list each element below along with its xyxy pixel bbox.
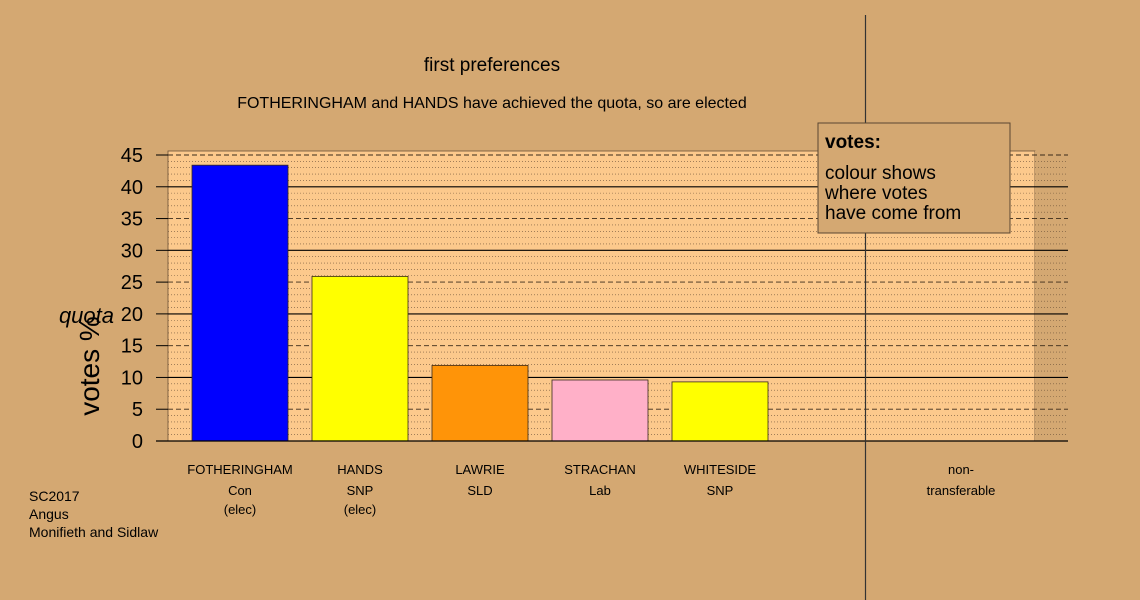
bar-hands: [311, 275, 409, 442]
footer: SC2017 Angus Monifieth and Sidlaw: [29, 487, 158, 541]
legend-title: votes:: [825, 132, 881, 153]
y-tick-label: 35: [121, 209, 143, 231]
legend: votes: colour shows where votes have com…: [817, 122, 1011, 234]
footer-ward: Monifieth and Sidlaw: [29, 524, 159, 540]
legend-box: [817, 122, 1011, 234]
y-axis-label: votes %: [74, 316, 105, 416]
bar-whiteside: [671, 381, 769, 442]
nontransferable-label-line2: transferable: [927, 483, 996, 498]
quota-label: quota: [59, 303, 114, 328]
y-tick-label: 0: [132, 431, 143, 453]
bar-strachan: [551, 379, 649, 442]
y-tick-label: 45: [121, 145, 143, 167]
candidate-party-label: Con: [228, 483, 252, 498]
candidate-party-label: Lab: [589, 483, 611, 498]
footer-council: Angus: [29, 506, 69, 522]
nontransferable-label-line1: non-: [948, 462, 974, 477]
candidate-name-label: STRACHAN: [564, 462, 636, 477]
candidate-name-label: WHITESIDE: [684, 462, 757, 477]
y-tick-label: 30: [121, 240, 143, 262]
legend-line-1: colour shows: [825, 163, 936, 184]
legend-line-3: have come from: [825, 203, 961, 224]
chart-subtitle: FOTHERINGHAM and HANDS have achieved the…: [237, 95, 747, 112]
candidate-name-label: HANDS: [337, 462, 383, 477]
candidate-status-label: (elec): [224, 502, 257, 517]
plot-area-right: [1035, 151, 1068, 441]
candidate-name-label: FOTHERINGHAM: [187, 462, 292, 477]
y-tick-label: 20: [121, 304, 143, 326]
y-tick-label: 25: [121, 272, 143, 294]
footer-election: SC2017: [29, 488, 80, 504]
candidate-party-label: SNP: [707, 483, 734, 498]
y-tick-label: 5: [132, 399, 143, 421]
candidate-party-label: SLD: [467, 483, 492, 498]
chart-title: first preferences: [424, 55, 560, 76]
candidate-party-label: SNP: [347, 483, 374, 498]
candidate-status-label: (elec): [344, 502, 377, 517]
y-tick-label: 15: [121, 336, 143, 358]
bar-lawrie: [431, 364, 529, 442]
y-tick-label: 10: [121, 367, 143, 389]
bar-fotheringham: [191, 164, 289, 442]
y-tick-label: 40: [121, 177, 143, 199]
legend-line-2: where votes: [824, 183, 927, 204]
candidate-name-label: LAWRIE: [455, 462, 505, 477]
